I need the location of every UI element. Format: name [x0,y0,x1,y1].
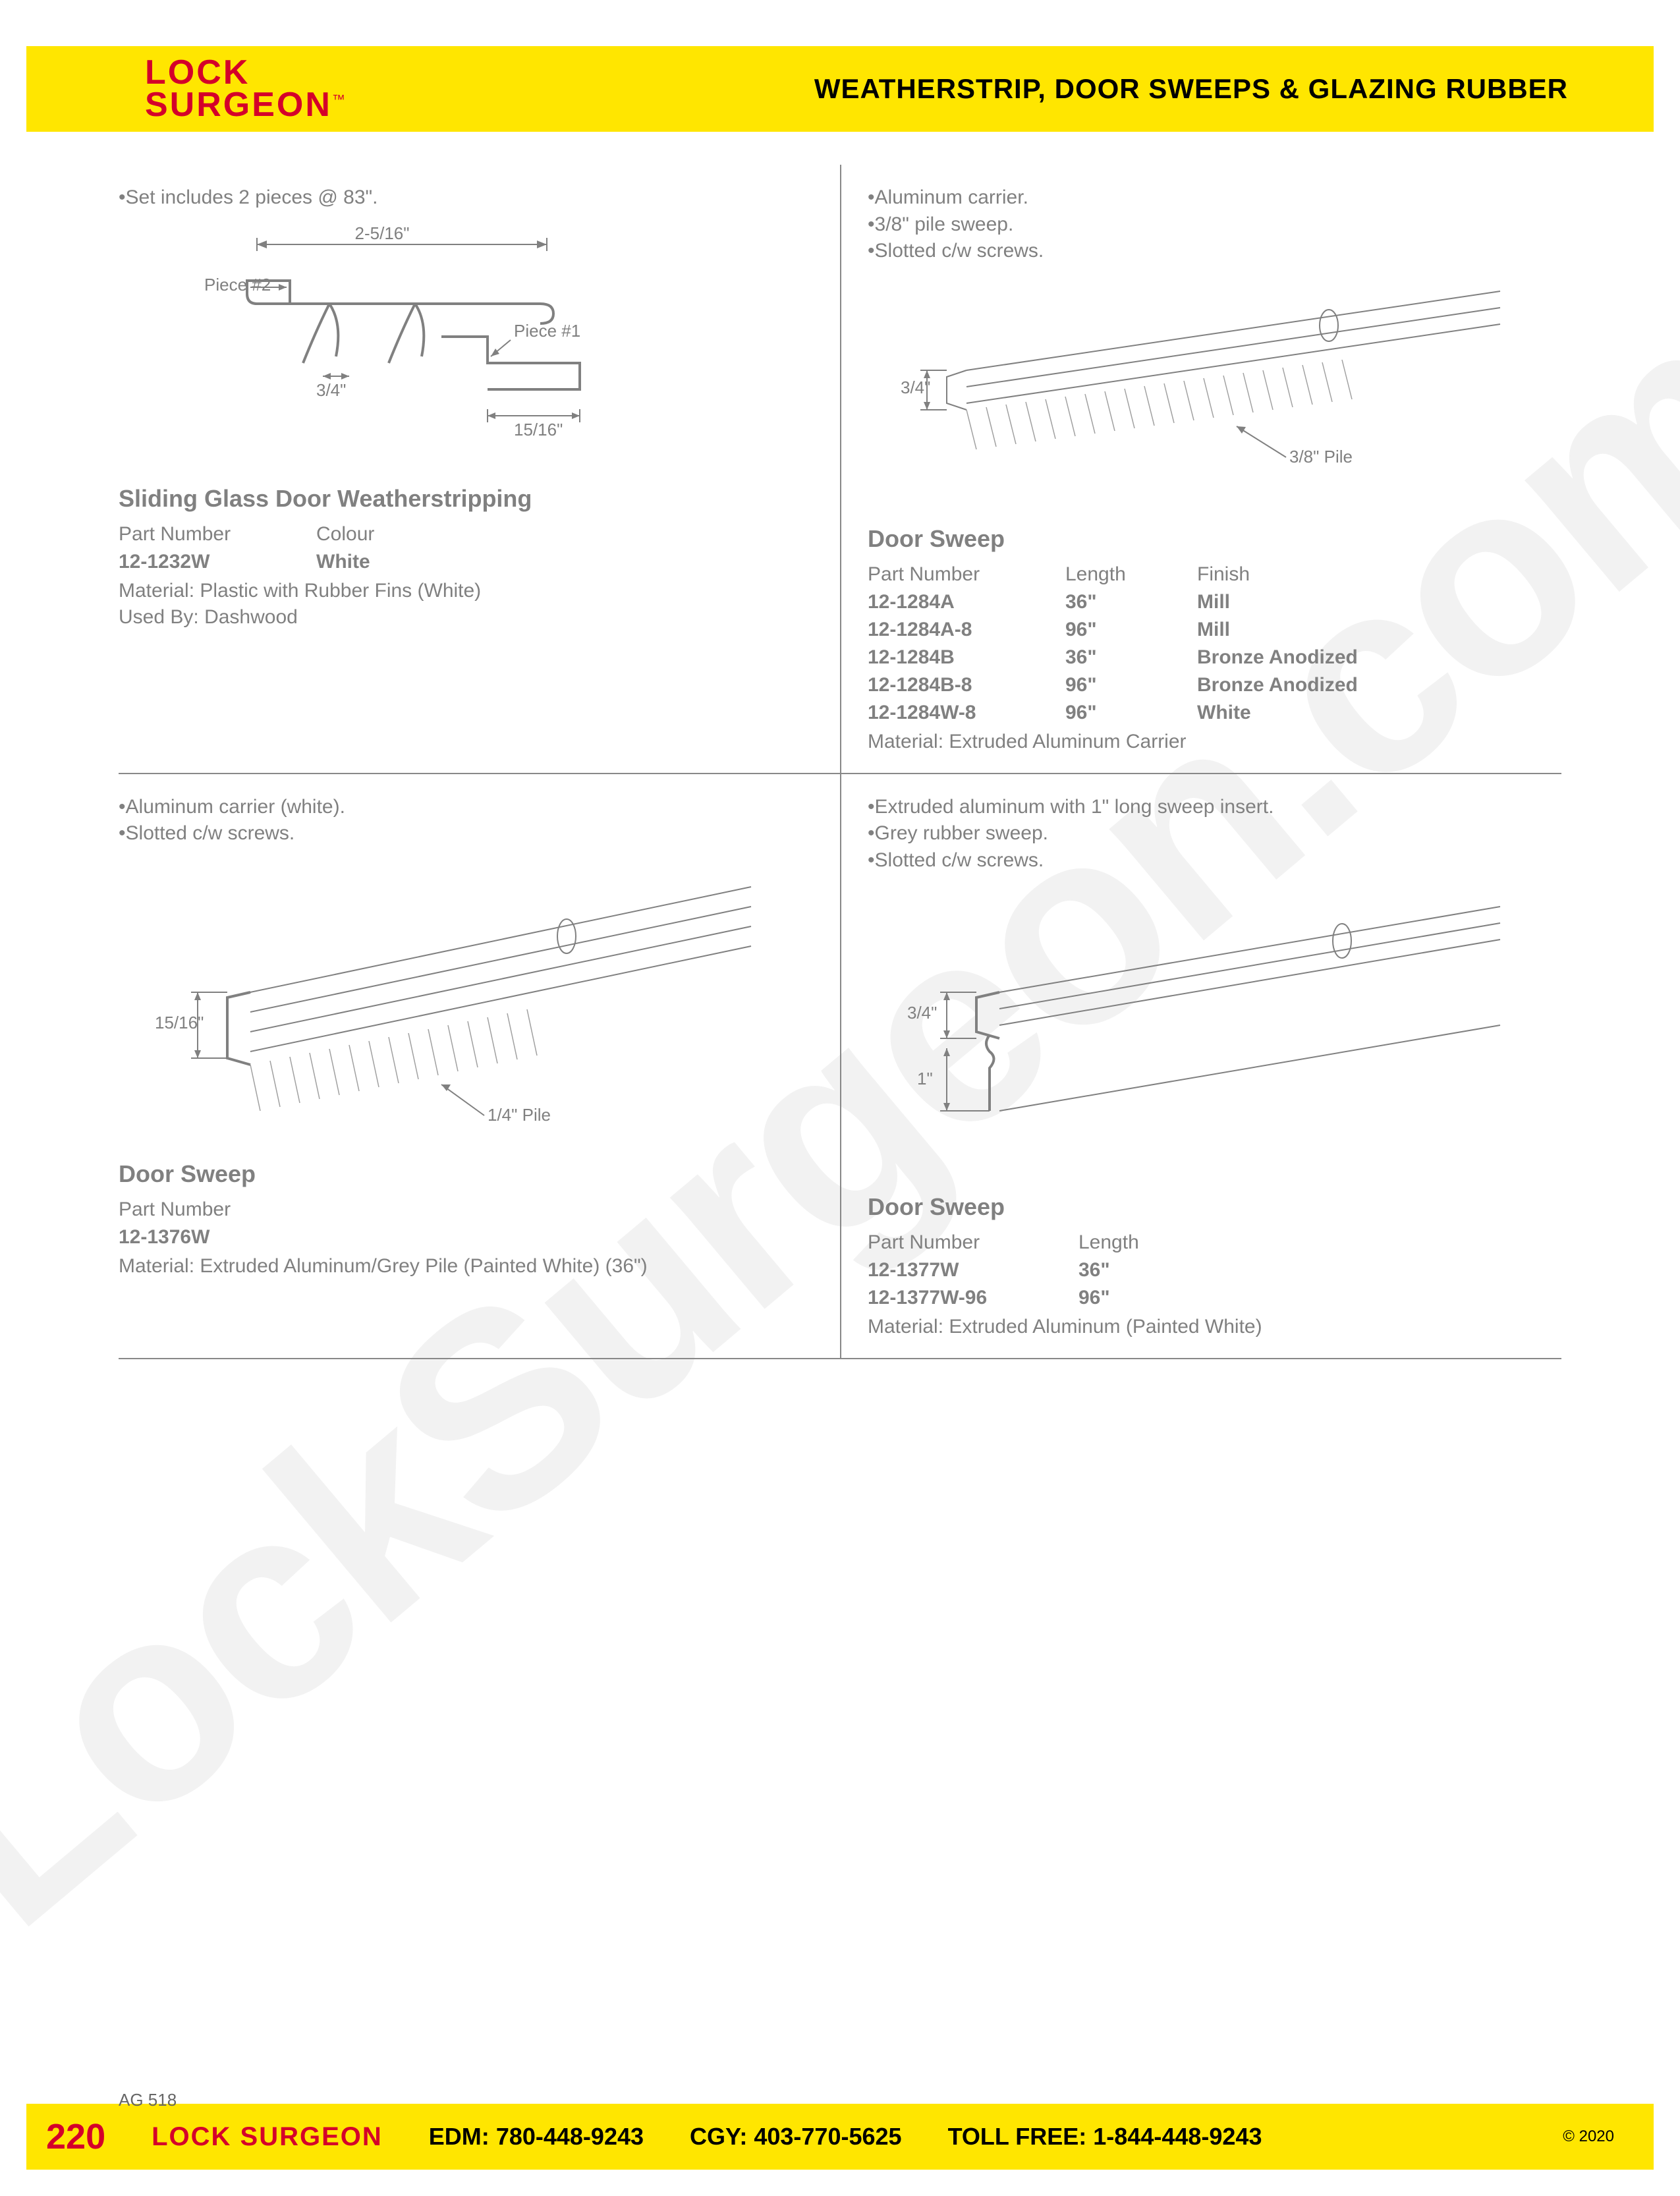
svg-text:3/4": 3/4" [901,378,930,397]
p1-table: Part NumberColour 12-1232WWhite [119,521,820,576]
p3-diagram: 15/16" 1/4" Pile [119,860,777,1137]
p4-title: Door Sweep [868,1193,1542,1221]
p3-table: Part Number 12-1376W [119,1196,820,1251]
svg-text:15/16": 15/16" [155,1013,204,1032]
svg-text:3/8" Pile: 3/8" Pile [1289,447,1353,466]
product-2: •Aluminum carrier. •3/8" pile sweep. •Sl… [840,165,1561,773]
page-code: AG 518 [119,2090,177,2110]
header-bar: LOCK SURGEON™ WEATHERSTRIP, DOOR SWEEPS … [26,46,1654,132]
contact-tollfree: TOLL FREE: 1-844-448-9243 [948,2123,1262,2151]
p3-title: Door Sweep [119,1160,820,1188]
product-4: •Extruded aluminum with 1" long sweep in… [840,774,1561,1359]
svg-text:3/4": 3/4" [907,1003,937,1023]
svg-text:15/16": 15/16" [514,420,563,439]
footer-bar: 220 LOCK SURGEON EDM: 780-448-9243 CGY: … [26,2104,1654,2170]
brand-logo: LOCK SURGEON™ [145,57,347,122]
p2-notes: •Aluminum carrier. •3/8" pile sweep. •Sl… [868,184,1542,265]
svg-text:Piece #1: Piece #1 [514,321,580,341]
p2-title: Door Sweep [868,525,1542,553]
p1-diagram: 2-5/16" Piece #2 3/4" [119,225,619,462]
p2-diagram: 3/4" 3/8" Pile [868,278,1526,502]
p4-table: Part NumberLength 12-1377W36" 12-1377W-9… [868,1229,1542,1312]
p1-title: Sliding Glass Door Weatherstripping [119,485,820,513]
brand-line1: LOCK [145,57,347,89]
p4-diagram: 3/4" 1" [868,887,1526,1170]
page-number: 220 [46,2116,105,2157]
svg-text:2-5/16": 2-5/16" [355,225,410,243]
svg-text:1/4" Pile: 1/4" Pile [488,1105,551,1125]
p3-notes: •Aluminum carrier (white). •Slotted c/w … [119,794,820,847]
page-title: WEATHERSTRIP, DOOR SWEEPS & GLAZING RUBB… [814,73,1568,105]
copyright: © 2020 [1563,2127,1614,2146]
product-1: •Set includes 2 pieces @ 83". 2-5/16" Pi… [119,165,840,773]
p4-notes: •Extruded aluminum with 1" long sweep in… [868,794,1542,874]
footer: AG 518 220 LOCK SURGEON EDM: 780-448-924… [0,2104,1680,2196]
svg-text:3/4": 3/4" [316,380,346,400]
contact-cgy: CGY: 403-770-5625 [690,2123,902,2151]
svg-text:1": 1" [917,1069,933,1088]
p1-notes: •Set includes 2 pieces @ 83". [119,184,820,211]
brand-line2: SURGEON™ [145,89,347,121]
contact-edm: EDM: 780-448-9243 [429,2123,644,2151]
content-area: •Set includes 2 pieces @ 83". 2-5/16" Pi… [0,132,1680,1359]
svg-text:Piece #2: Piece #2 [204,275,271,295]
p2-table: Part NumberLengthFinish 12-1284A36"Mill … [868,561,1542,727]
footer-brand: LOCK SURGEON [152,2122,383,2152]
product-3: •Aluminum carrier (white). •Slotted c/w … [119,774,840,1359]
